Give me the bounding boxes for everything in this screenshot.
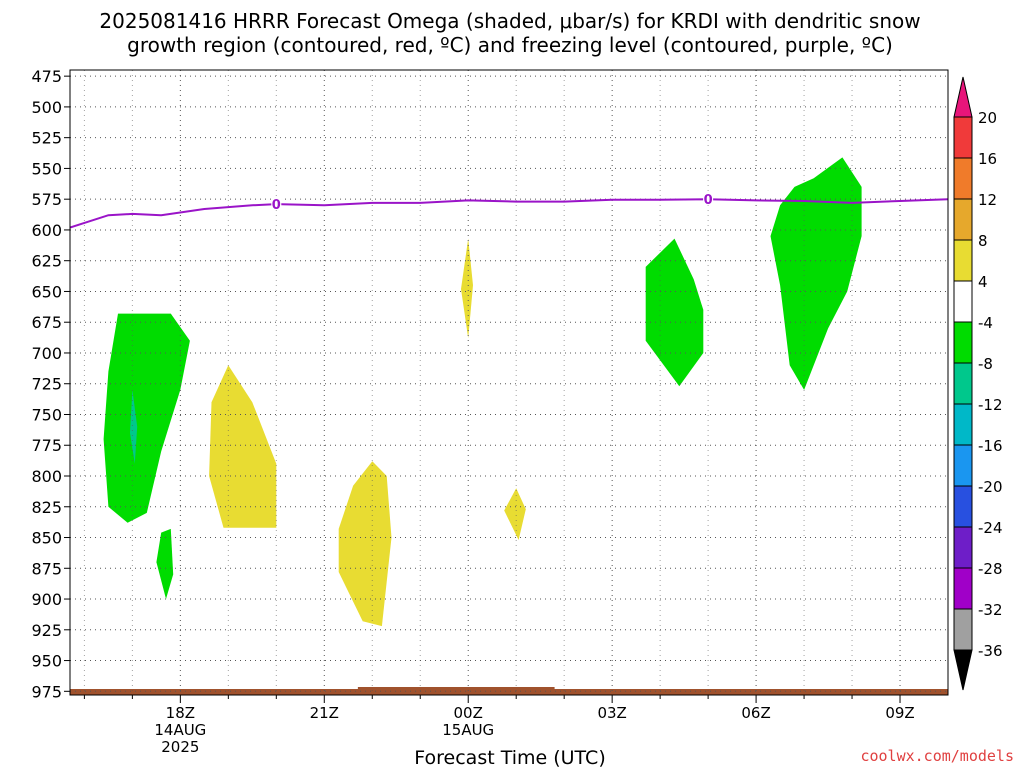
- x-tick-label-30-0: 06Z: [741, 704, 770, 722]
- terrain-strip: [70, 687, 948, 695]
- x-tick-label-21-0: 21Z: [310, 704, 339, 722]
- freezing-label-bg-2: [703, 192, 714, 206]
- colorbar-label-7: -12: [978, 396, 1003, 414]
- colorbar-label-5: -4: [978, 314, 993, 332]
- colorbar-bottom-arrow: [953, 649, 973, 691]
- colorbar-swatch-7: [953, 403, 973, 446]
- y-tick-label-550: 550: [31, 159, 62, 178]
- x-tick-label-33-0: 09Z: [885, 704, 914, 722]
- x-tick-label-24-1: 15AUG: [442, 721, 494, 739]
- colorbar-label-2: 12: [978, 191, 997, 209]
- omega-region-4: [209, 365, 277, 528]
- y-tick-label-500: 500: [31, 98, 62, 117]
- freezing-level-line: [70, 198, 948, 229]
- y-tick-label-900: 900: [31, 590, 62, 609]
- omega-region-1: [103, 313, 190, 523]
- y-tick-label-850: 850: [31, 529, 62, 548]
- y-tick-label-475: 475: [31, 67, 62, 86]
- y-tick-label-875: 875: [31, 559, 62, 578]
- y-tick-label-925: 925: [31, 621, 62, 640]
- omega-region-9: [770, 157, 862, 390]
- colorbar-label-12: -32: [978, 601, 1003, 619]
- colorbar-swatch-9: [953, 485, 973, 528]
- omega-shaded-regions: [103, 157, 862, 627]
- colorbar-label-8: -16: [978, 437, 1003, 455]
- y-tick-label-625: 625: [31, 252, 62, 271]
- colorbar-label-6: -8: [978, 355, 993, 373]
- colorbar-swatch-10: [953, 526, 973, 569]
- colorbar-label-1: 16: [978, 150, 997, 168]
- colorbar-swatch-5: [953, 321, 973, 364]
- x-axis-label: Forecast Time (UTC): [414, 747, 605, 768]
- y-tick-label-675: 675: [31, 313, 62, 332]
- x-tick-label-18-2: 2025: [161, 738, 199, 756]
- colorbar-top-arrow: [953, 76, 973, 118]
- colorbar-swatch-4: [953, 280, 973, 323]
- terrain-band: [70, 689, 948, 695]
- colorbar-label-0: 20: [978, 109, 997, 127]
- y-tick-label-700: 700: [31, 344, 62, 363]
- freezing-label-2: 0: [704, 193, 713, 208]
- colorbar-swatch-12: [953, 608, 973, 651]
- x-tick-label-27-0: 03Z: [597, 704, 626, 722]
- colorbar-swatch-2: [953, 198, 973, 241]
- freezing-label-1: 0: [272, 198, 281, 213]
- colorbar-label-13: -36: [978, 642, 1003, 660]
- colorbar: 20 16 12 8 4 -4 -8 -12 -16 -20 -24 -28 -32 -36: [953, 76, 1003, 691]
- y-tick-label-800: 800: [31, 467, 62, 486]
- y-tick-label-750: 750: [31, 405, 62, 424]
- y-tick-label-650: 650: [31, 282, 62, 301]
- x-tick-label-24-0: 00Z: [454, 704, 483, 722]
- y-tick-label-525: 525: [31, 129, 62, 148]
- colorbar-swatch-11: [953, 567, 973, 610]
- omega-region-6: [461, 238, 473, 339]
- chart-title-line-1: 2025081416 HRRR Forecast Omega (shaded, …: [99, 9, 920, 33]
- x-tick-label-18-0: 18Z: [166, 704, 195, 722]
- colorbar-label-4: 4: [978, 273, 988, 291]
- colorbar-swatch-3: [953, 239, 973, 282]
- colorbar-swatch-8: [953, 444, 973, 487]
- colorbar-label-11: -28: [978, 560, 1003, 578]
- y-tick-label-975: 975: [31, 682, 62, 701]
- y-tick-label-575: 575: [31, 190, 62, 209]
- freezing-level-contour: [70, 198, 948, 229]
- plot-frame: [69, 69, 949, 696]
- omega-region-5: [338, 461, 392, 627]
- colorbar-label-3: 8: [978, 232, 988, 250]
- colorbar-swatch-6: [953, 362, 973, 405]
- y-axis: 475 500 525 550 575 600 625 650 675 700 725 750 775 8…: [31, 67, 70, 701]
- omega-region-7: [504, 488, 526, 540]
- grid-lines: [70, 70, 948, 695]
- colorbar-label-9: -20: [978, 478, 1003, 496]
- freezing-label-bg-1: [271, 197, 282, 211]
- chart-title-line-2: growth region (contoured, red, ºC) and f…: [127, 33, 893, 57]
- colorbar-swatch-0: [953, 116, 973, 159]
- colorbar-label-10: -24: [978, 519, 1003, 537]
- x-tick-label-18-1: 14AUG: [154, 721, 206, 739]
- colorbar-swatch-1: [953, 157, 973, 200]
- y-tick-label-950: 950: [31, 652, 62, 671]
- y-tick-label-825: 825: [31, 498, 62, 517]
- omega-region-3: [156, 528, 174, 599]
- y-tick-label-775: 775: [31, 436, 62, 455]
- credit-text: coolwx.com/models: [860, 747, 1014, 765]
- y-tick-label-600: 600: [31, 221, 62, 240]
- y-tick-label-725: 725: [31, 375, 62, 394]
- terrain-bump: [357, 687, 555, 690]
- omega-region-8: [645, 238, 704, 387]
